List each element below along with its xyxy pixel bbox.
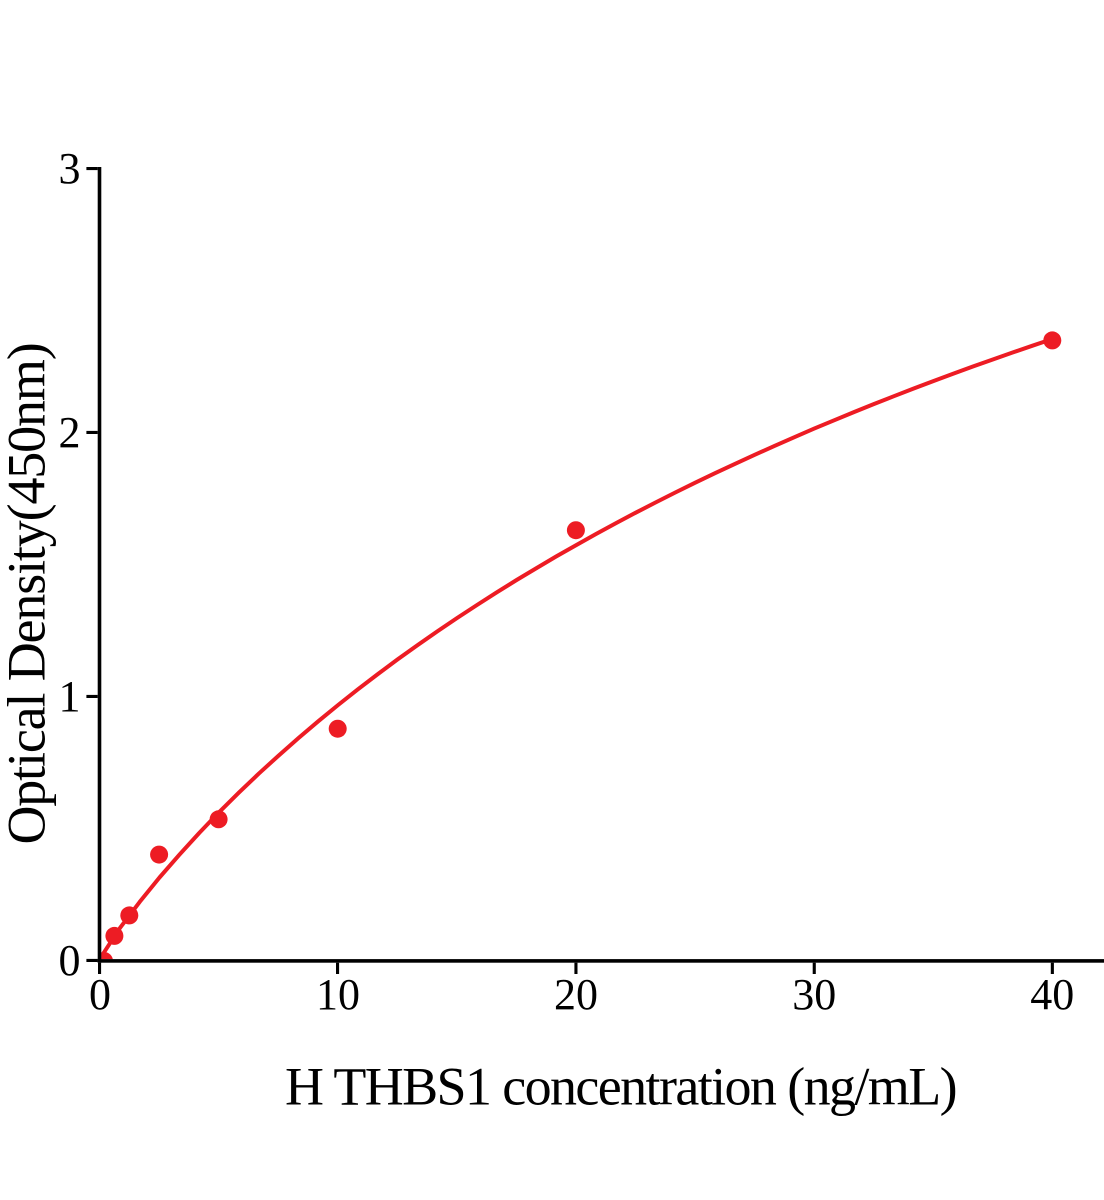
svg-text:Optical Density(450nm): Optical Density(450nm) — [0, 343, 57, 844]
svg-text:2: 2 — [59, 408, 81, 457]
svg-text:H THBS1 concentration (ng/mL): H THBS1 concentration (ng/mL) — [285, 1057, 956, 1117]
svg-text:3: 3 — [59, 144, 81, 193]
svg-text:0: 0 — [89, 970, 111, 1019]
svg-text:20: 20 — [554, 970, 598, 1019]
svg-text:0: 0 — [59, 936, 81, 985]
svg-text:30: 30 — [792, 970, 836, 1019]
svg-text:40: 40 — [1030, 970, 1074, 1019]
svg-text:10: 10 — [316, 970, 360, 1019]
svg-text:1: 1 — [59, 672, 81, 721]
